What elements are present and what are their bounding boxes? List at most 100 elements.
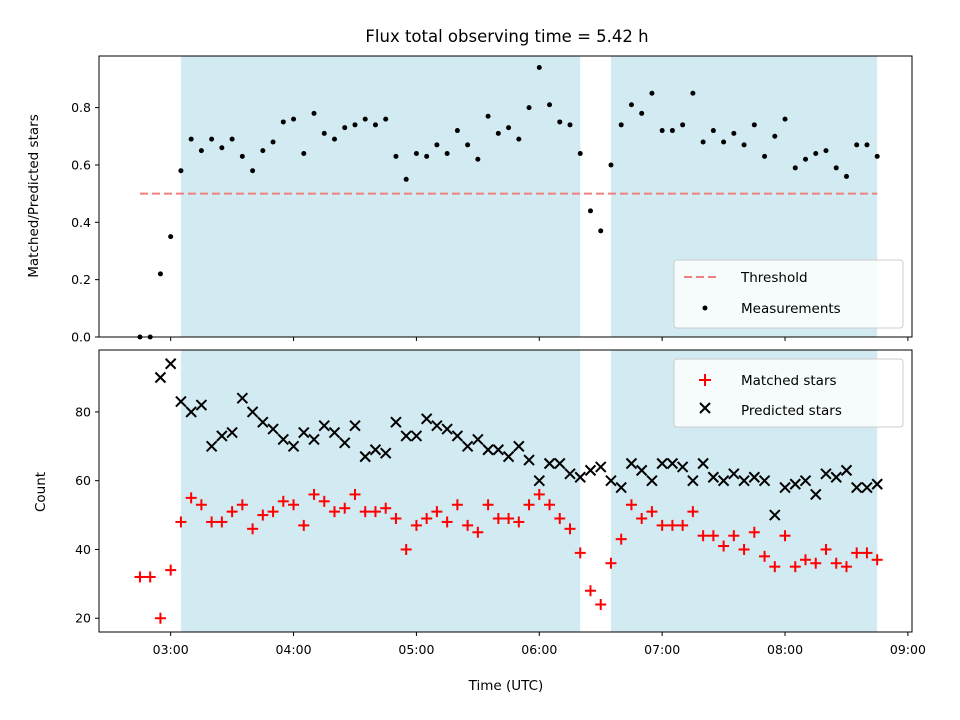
matched-star-point [554,513,566,525]
predicted-star-point [502,450,515,463]
measurement-point [311,110,317,116]
matched-star-points [134,488,883,624]
measurement-point [250,168,256,174]
predicted-star-point [267,423,279,435]
predicted-star-point [830,471,842,483]
predicted-star-point [164,358,177,370]
matched-star-point [144,571,156,583]
measurement-point [721,139,727,145]
predicted-star-point [308,433,320,446]
matched-star-point [605,557,617,569]
predicted-star-point [451,430,464,442]
predicted-star-point [605,474,617,487]
matched-star-point [738,543,750,555]
matched-star-point [206,516,218,528]
top-ylabel: Matched/Predicted stars [26,114,42,277]
bottom-ytick-label: 80 [75,404,91,419]
top-ytick-label: 0.2 [71,272,91,287]
measurement-point [352,122,358,128]
matched-star-point [595,598,607,610]
measurement-point [854,142,860,148]
predicted-star-point [205,440,218,452]
measurement-point [608,162,614,168]
ratio-panel: 0.00.20.40.60.8 Matched/Predicted stars … [26,55,913,345]
measurement-point [178,168,184,174]
measurement-point [567,122,573,128]
matched-star-point [564,523,576,535]
measurement-point [792,165,798,171]
measurement-point [403,176,409,182]
matched-star-point [369,506,381,518]
measurement-point [843,173,849,179]
bottom-xtick-label: 03:00 [153,642,189,657]
measurement-point [628,102,634,108]
legend-measurements-label: Measurements [741,301,841,317]
legend-predicted-label: Predicted stars [741,403,842,419]
measurement-point [516,136,522,142]
predicted-star-point [666,457,679,470]
observing-interval-1 [180,56,581,337]
predicted-star-point [441,423,453,435]
bottom-xtick-label: 07:00 [644,642,680,657]
matched-star-point [728,530,740,542]
measurement-point [864,142,870,148]
bottom-axes-frame [98,349,913,633]
matched-star-point [216,516,228,528]
measurement-point [618,122,624,128]
predicted-star-point [738,474,750,487]
predicted-star-point [287,440,300,452]
count-panel: 20 40 60 80 03:00 04:00 05:00 06:00 07:00 08:00 09… [33,349,926,694]
measurement-point [239,153,245,159]
matched-star-point [861,547,873,559]
measurement-point [823,148,829,154]
measurement-point [813,150,819,156]
predicted-star-point [687,474,699,487]
matched-star-point [185,492,197,504]
legend-threshold-label: Threshold [740,270,808,286]
top-ytick-label: 0.8 [71,100,91,115]
matched-star-point [236,499,248,511]
matched-star-point [800,554,812,566]
matched-star-point [308,488,320,500]
predicted-star-point [349,419,361,432]
predicted-star-point [554,457,566,470]
measurement-point [833,165,839,171]
measurement-point [372,122,378,128]
predicted-star-point [676,461,689,473]
matched-star-point [175,516,187,528]
bottom-xtick-label: 08:00 [767,642,803,657]
predicted-star-point [339,437,351,449]
matched-star-point [513,516,525,528]
matched-star-point [349,488,361,500]
matched-star-point [482,499,494,511]
measurement-point [690,90,696,96]
measurement-point [444,150,450,156]
predicted-star-point [697,457,709,470]
measurement-point [659,128,665,134]
predicted-star-point [615,481,627,494]
predicted-star-point [717,474,730,487]
measurement-point [772,133,778,139]
measurement-point [454,128,460,134]
measurement-point [485,113,491,119]
predicted-star-point [400,430,412,442]
bottom-xtick-label: 05:00 [398,642,434,657]
top-ytick-label: 0.6 [71,157,91,172]
matched-star-point [707,530,719,542]
measurement-point [751,122,757,128]
top-legend: Threshold Measurements [673,259,904,329]
predicted-star-point [379,447,392,459]
predicted-star-point [656,457,668,470]
matched-star-point [810,557,822,569]
top-axis-ticks: 0.0 0.2 0.4 0.6 0.8 [71,100,909,345]
matched-star-point [247,523,259,535]
predicted-star-point [369,444,382,456]
measurement-point [393,153,399,159]
predicted-star-point [820,468,832,480]
legend-matched-label: Matched stars [741,373,837,389]
measurement-point [229,136,235,142]
matched-star-point [359,506,371,518]
matched-star-point [677,519,689,531]
matched-star-point [871,554,883,566]
predicted-star-point [195,399,208,411]
